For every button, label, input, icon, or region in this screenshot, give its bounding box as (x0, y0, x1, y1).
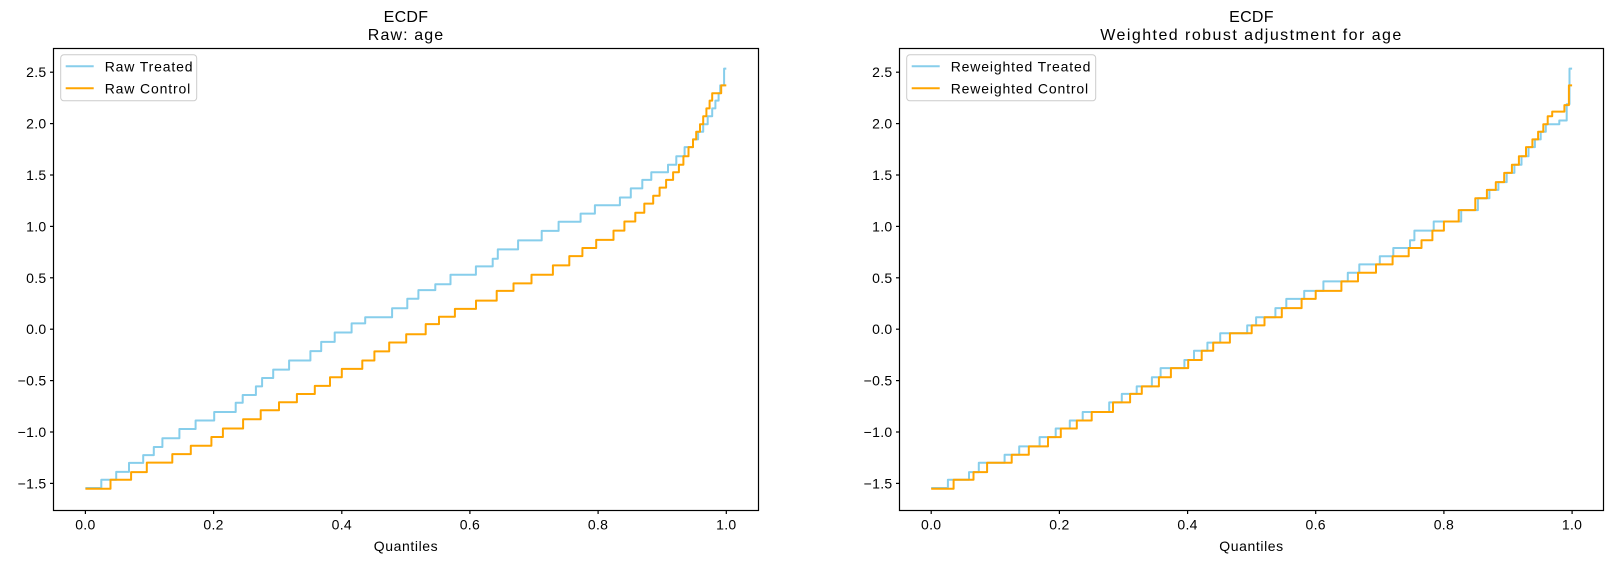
svg-text:0.8: 0.8 (1434, 517, 1454, 533)
svg-text:−1.0: −1.0 (18, 424, 47, 440)
svg-text:Reweighted Treated: Reweighted Treated (951, 58, 1092, 74)
svg-text:1.0: 1.0 (1562, 517, 1582, 533)
svg-text:0.2: 0.2 (203, 517, 223, 533)
svg-text:0.0: 0.0 (26, 321, 46, 337)
svg-text:Raw: age: Raw: age (368, 27, 444, 44)
svg-text:0.6: 0.6 (1306, 517, 1326, 533)
svg-text:0.0: 0.0 (921, 517, 941, 533)
svg-text:Reweighted Control: Reweighted Control (951, 80, 1089, 96)
svg-text:Quantiles: Quantiles (374, 538, 439, 554)
svg-text:Quantiles: Quantiles (1219, 538, 1284, 554)
svg-text:−0.5: −0.5 (18, 373, 47, 389)
svg-text:−0.5: −0.5 (864, 373, 893, 389)
svg-text:1.0: 1.0 (872, 218, 892, 234)
svg-text:Raw Control: Raw Control (105, 80, 191, 96)
svg-text:−1.0: −1.0 (864, 424, 893, 440)
svg-text:1.0: 1.0 (716, 517, 736, 533)
svg-text:0.4: 0.4 (1177, 517, 1197, 533)
svg-text:−1.5: −1.5 (864, 475, 893, 491)
svg-text:1.0: 1.0 (26, 218, 46, 234)
svg-text:0.6: 0.6 (460, 517, 480, 533)
svg-text:2.0: 2.0 (872, 116, 892, 132)
svg-text:−1.5: −1.5 (18, 475, 47, 491)
svg-text:Raw Treated: Raw Treated (105, 58, 194, 74)
svg-text:2.5: 2.5 (26, 64, 46, 80)
svg-text:0.2: 0.2 (1049, 517, 1069, 533)
svg-text:1.5: 1.5 (872, 167, 892, 183)
svg-text:ECDF: ECDF (384, 9, 429, 26)
svg-text:0.0: 0.0 (872, 321, 892, 337)
svg-text:0.4: 0.4 (332, 517, 352, 533)
svg-text:0.8: 0.8 (588, 517, 608, 533)
svg-text:0.5: 0.5 (26, 270, 46, 286)
svg-text:2.5: 2.5 (872, 64, 892, 80)
svg-text:1.5: 1.5 (26, 167, 46, 183)
svg-text:Weighted robust adjustment for: Weighted robust adjustment for age (1100, 27, 1403, 44)
svg-text:0.0: 0.0 (75, 517, 95, 533)
svg-text:ECDF: ECDF (1229, 9, 1274, 26)
svg-text:2.0: 2.0 (26, 116, 46, 132)
svg-text:0.5: 0.5 (872, 270, 892, 286)
